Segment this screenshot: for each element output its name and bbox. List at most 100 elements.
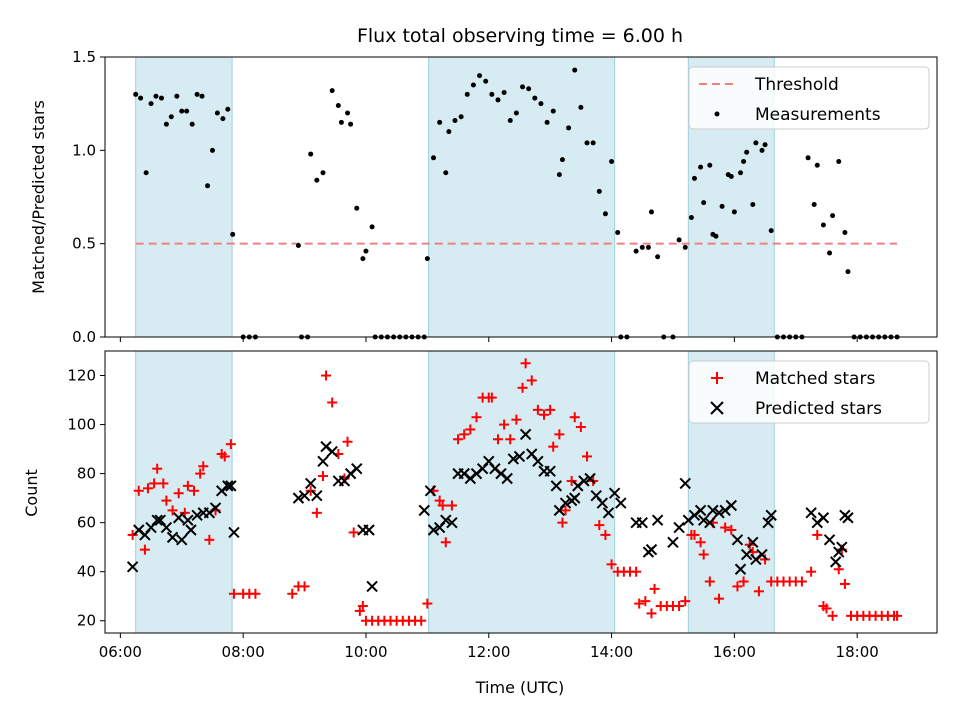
measurement-point bbox=[814, 162, 820, 168]
x-b bbox=[636, 516, 648, 529]
measurement-point bbox=[295, 243, 301, 249]
y-tick-label: 20 bbox=[77, 612, 96, 630]
predicted-star-point bbox=[446, 516, 458, 529]
matched-star-point bbox=[317, 471, 328, 482]
x-b bbox=[734, 563, 747, 575]
predicted-star-point bbox=[418, 504, 430, 517]
measurement-point bbox=[682, 244, 688, 250]
predicted-star-point bbox=[172, 512, 185, 524]
x-b bbox=[842, 512, 854, 524]
predicted-star-point bbox=[673, 521, 685, 534]
matched-star-point bbox=[821, 603, 832, 614]
matched-star-point bbox=[560, 505, 571, 516]
matched-star-point bbox=[839, 578, 850, 589]
predicted-star-point bbox=[823, 534, 836, 546]
matched-star-point bbox=[327, 397, 338, 408]
x-b bbox=[126, 561, 139, 573]
predicted-star-point bbox=[645, 543, 658, 556]
matched-star-point bbox=[689, 529, 700, 540]
bottom-shaded-intervals bbox=[135, 350, 775, 634]
matched-star-point bbox=[321, 370, 332, 381]
shaded-interval-1 bbox=[428, 56, 616, 338]
matched-star-point bbox=[198, 461, 209, 472]
x-b bbox=[679, 477, 691, 490]
matched-star-point bbox=[348, 527, 359, 538]
predicted-star-point bbox=[351, 462, 363, 475]
top-shaded-intervals bbox=[135, 56, 775, 338]
matched-star-point bbox=[204, 534, 215, 545]
legend-label: Matched stars bbox=[755, 369, 875, 389]
measurement-point bbox=[443, 170, 449, 176]
predicted-star-point bbox=[160, 521, 173, 534]
predicted-star-point bbox=[209, 502, 222, 514]
measurement-point bbox=[609, 159, 615, 165]
top-chart-title: Flux total observing time = 6.00 h bbox=[357, 25, 683, 47]
measurement-point bbox=[168, 114, 174, 120]
x-b bbox=[584, 472, 596, 485]
x-b bbox=[704, 516, 716, 529]
matched-star-point bbox=[520, 358, 531, 369]
predicted-star-point bbox=[707, 504, 719, 517]
measurement-point bbox=[584, 140, 590, 146]
predicted-star-point bbox=[829, 556, 842, 568]
measurement-point bbox=[345, 110, 351, 116]
matched-star-point bbox=[505, 434, 516, 445]
matched-star-point bbox=[465, 424, 476, 435]
measurement-point bbox=[768, 228, 774, 234]
predicted-star-point bbox=[731, 534, 744, 546]
measurement-point bbox=[731, 209, 737, 215]
matched-star-point bbox=[416, 615, 427, 626]
matched-star-point bbox=[526, 375, 537, 386]
predicted-star-point bbox=[667, 536, 679, 548]
measurement-point bbox=[495, 97, 501, 103]
measurement-point bbox=[464, 91, 470, 97]
matched-star-point bbox=[511, 414, 522, 425]
matched-star-point bbox=[720, 522, 731, 533]
predicted-star-point bbox=[694, 504, 707, 517]
measurement-point bbox=[842, 229, 848, 235]
measurement-point bbox=[688, 215, 694, 221]
measurement-point bbox=[738, 170, 744, 176]
y-tick-label: 1.5 bbox=[72, 48, 96, 66]
x-b bbox=[185, 524, 197, 536]
predicted-star-point bbox=[228, 526, 240, 539]
x-b bbox=[608, 487, 621, 499]
matched-star-point bbox=[161, 495, 172, 506]
matched-star-point bbox=[142, 483, 153, 494]
x-b bbox=[507, 453, 520, 465]
matched-star-point bbox=[634, 598, 645, 609]
measurement-point bbox=[566, 125, 572, 131]
measurement-point bbox=[205, 183, 211, 189]
measurement-point bbox=[676, 237, 682, 243]
measurement-point bbox=[701, 200, 707, 206]
measurement-point bbox=[153, 93, 159, 99]
measurement-point bbox=[602, 211, 608, 217]
x-b bbox=[667, 536, 679, 548]
measurement-point bbox=[143, 170, 149, 176]
measurement-point bbox=[845, 269, 851, 275]
matched-star-point bbox=[471, 412, 482, 423]
matched-star-point bbox=[569, 412, 580, 423]
matched-star-point bbox=[357, 601, 368, 612]
matched-star-point bbox=[127, 529, 138, 540]
predicted-star-point bbox=[704, 516, 716, 529]
predicted-star-point bbox=[734, 563, 747, 575]
matched-star-point bbox=[287, 588, 298, 599]
x-b bbox=[513, 450, 526, 463]
x-b bbox=[133, 524, 145, 536]
x-b bbox=[559, 497, 572, 509]
measurement-point bbox=[199, 93, 205, 99]
measurement-point bbox=[446, 129, 452, 135]
predicted-star-point bbox=[424, 485, 437, 497]
measurement-point bbox=[741, 159, 747, 165]
measurement-point bbox=[691, 175, 697, 181]
x-b bbox=[363, 524, 375, 536]
measurement-point bbox=[363, 248, 369, 254]
x-b bbox=[222, 480, 234, 492]
measurement-point bbox=[719, 203, 725, 209]
matched-star-point bbox=[557, 517, 568, 528]
predicted-star-point bbox=[311, 489, 323, 502]
x-b bbox=[489, 462, 501, 475]
matched-star-point bbox=[640, 596, 651, 607]
